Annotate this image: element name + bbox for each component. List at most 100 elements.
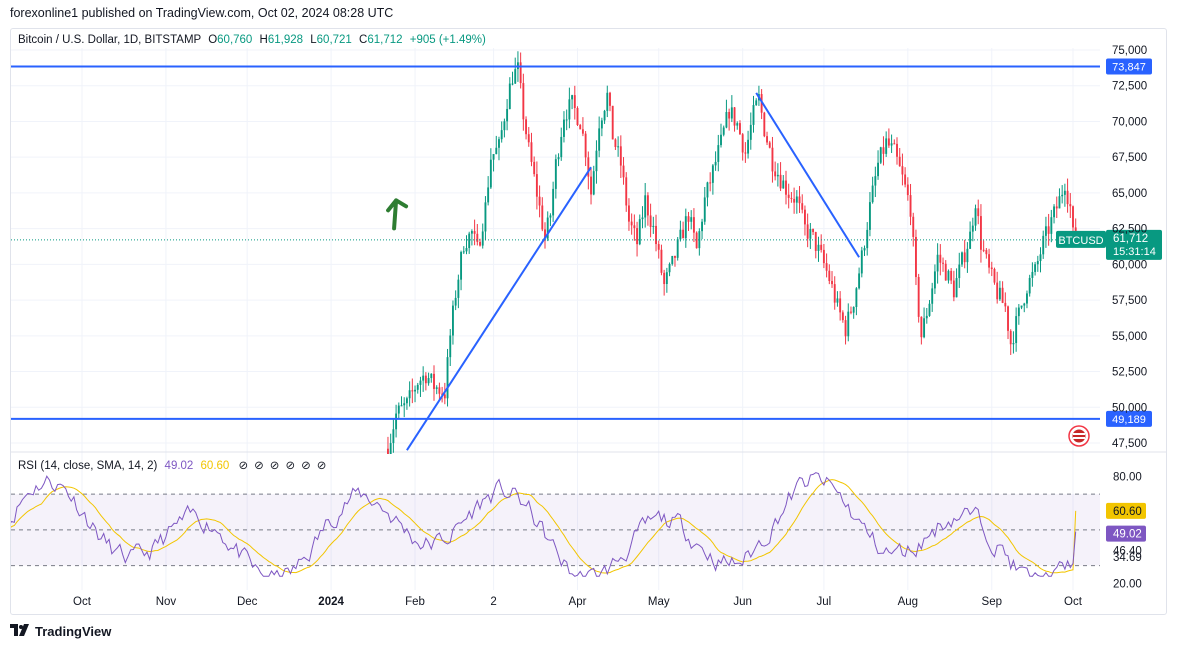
candle-body bbox=[1072, 206, 1074, 228]
candle bbox=[484, 196, 487, 241]
candle-body bbox=[1009, 330, 1012, 345]
candle bbox=[603, 109, 606, 124]
candle bbox=[1026, 290, 1028, 309]
candle-body bbox=[465, 248, 468, 252]
eye-off-icon[interactable]: ⊘ bbox=[254, 460, 264, 472]
level-tag-label: 73,847 bbox=[1112, 61, 1146, 73]
candle bbox=[839, 291, 842, 321]
candle-body bbox=[933, 271, 936, 289]
candle-body bbox=[998, 287, 1001, 300]
candle bbox=[674, 255, 676, 267]
candle-body bbox=[468, 233, 471, 249]
candle bbox=[809, 222, 812, 249]
eye-off-icon[interactable]: ⊘ bbox=[238, 460, 249, 472]
candle-body bbox=[514, 69, 517, 84]
candle bbox=[679, 220, 682, 242]
candle bbox=[1023, 302, 1026, 313]
candle bbox=[1047, 213, 1050, 246]
candle-body bbox=[1066, 190, 1069, 205]
candle bbox=[549, 213, 552, 227]
candle-body bbox=[988, 254, 991, 268]
time-tick-label: Apr bbox=[569, 596, 587, 608]
candle bbox=[538, 185, 541, 218]
close-label: C bbox=[359, 34, 368, 46]
up-arrow-shape bbox=[386, 198, 409, 231]
candle-body bbox=[511, 83, 514, 85]
candle bbox=[1009, 329, 1012, 355]
candle bbox=[479, 238, 481, 247]
candle-body bbox=[1036, 261, 1039, 265]
candle-body bbox=[506, 108, 509, 122]
rsi-label[interactable]: RSI (14, close, SMA, 14, 2) bbox=[18, 460, 158, 472]
flag-icon-fill bbox=[1072, 429, 1086, 443]
candle bbox=[901, 153, 904, 186]
candle bbox=[611, 105, 614, 140]
candle bbox=[1034, 261, 1037, 276]
candle bbox=[408, 381, 411, 407]
candle bbox=[695, 231, 698, 249]
tradingview-footer[interactable]: TradingView bbox=[10, 624, 111, 639]
candle bbox=[646, 192, 649, 226]
candle-body bbox=[549, 215, 552, 218]
candle bbox=[988, 248, 991, 274]
candle bbox=[676, 237, 679, 261]
candle bbox=[389, 433, 392, 454]
candle bbox=[998, 280, 1001, 301]
candle bbox=[487, 176, 490, 206]
candle bbox=[414, 385, 416, 403]
candle-body bbox=[779, 174, 782, 189]
chart-frame[interactable] bbox=[10, 28, 1167, 615]
tradingview-logo-icon bbox=[10, 624, 30, 639]
candle bbox=[825, 253, 828, 278]
price-tick-label: 75,000 bbox=[1112, 45, 1147, 57]
candle-body bbox=[990, 267, 993, 269]
candle bbox=[858, 267, 861, 290]
candle-body bbox=[663, 272, 666, 285]
candle bbox=[774, 161, 777, 181]
symbol-label[interactable]: Bitcoin / U.S. Dollar, 1D, BITSTAMP bbox=[18, 34, 201, 46]
candle-body bbox=[535, 174, 538, 197]
candle bbox=[866, 222, 869, 256]
candle bbox=[947, 269, 950, 284]
candle bbox=[519, 52, 522, 89]
candle bbox=[971, 217, 974, 242]
candle bbox=[644, 183, 647, 228]
eye-off-icon[interactable]: ⊘ bbox=[285, 460, 296, 472]
candle-body bbox=[912, 216, 915, 237]
candle bbox=[495, 135, 498, 155]
trendline bbox=[406, 166, 592, 451]
candle-body bbox=[571, 95, 574, 100]
candle-body bbox=[622, 165, 625, 178]
candle bbox=[397, 402, 400, 419]
candle bbox=[820, 234, 823, 253]
eye-off-icon[interactable]: ⊘ bbox=[269, 460, 280, 472]
candle bbox=[871, 176, 874, 204]
candle bbox=[600, 117, 603, 137]
last-price-label: 61,712 bbox=[1113, 233, 1148, 245]
level-tag-label: 49,189 bbox=[1112, 414, 1146, 426]
candle bbox=[598, 116, 601, 158]
candle-body bbox=[519, 62, 522, 84]
candle-body bbox=[603, 110, 606, 121]
candle-body bbox=[1015, 316, 1018, 344]
candle-body bbox=[579, 125, 582, 130]
candle-body bbox=[866, 229, 869, 249]
candle-body bbox=[915, 236, 917, 278]
candle bbox=[530, 132, 533, 167]
candle bbox=[831, 271, 833, 288]
candle-body bbox=[400, 405, 403, 407]
eye-off-icon[interactable]: ⊘ bbox=[301, 460, 311, 472]
candle bbox=[684, 208, 687, 248]
candle-body bbox=[787, 194, 790, 198]
candle-body bbox=[774, 171, 777, 177]
candle-body bbox=[422, 375, 425, 381]
candle-body bbox=[1017, 307, 1020, 317]
candle bbox=[657, 240, 660, 259]
candle-body bbox=[676, 239, 679, 258]
eye-off-icon[interactable]: ⊘ bbox=[316, 460, 327, 472]
candle bbox=[814, 231, 817, 259]
candle-body bbox=[1034, 264, 1037, 272]
candle bbox=[1039, 247, 1042, 273]
candle-body bbox=[403, 403, 406, 406]
